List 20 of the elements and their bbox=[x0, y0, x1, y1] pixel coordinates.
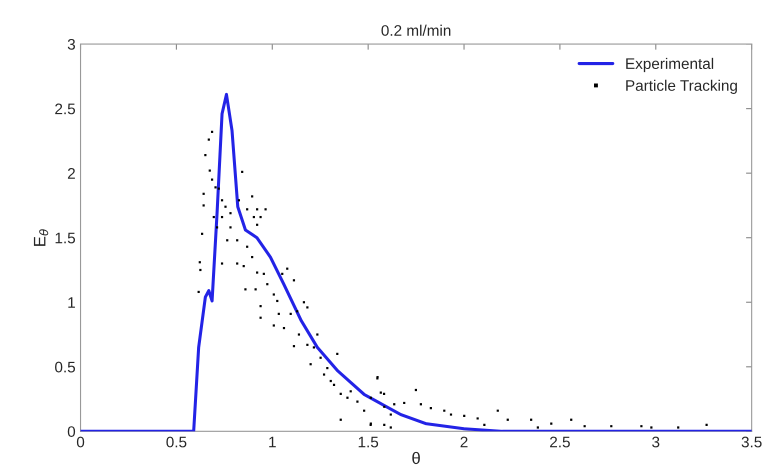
x-tick-label: 0.5 bbox=[166, 436, 186, 448]
y-tick-label: 1 bbox=[68, 297, 75, 308]
x-tick-label: 2.5 bbox=[550, 436, 570, 448]
x-tick-label: 3.5 bbox=[742, 436, 762, 448]
y-tick-label: 2.5 bbox=[55, 103, 76, 114]
y-tick-label: 3 bbox=[68, 38, 76, 50]
y-tick-label: 0 bbox=[68, 426, 76, 438]
x-tick-label: 0 bbox=[76, 436, 84, 448]
legend-label: Particle Tracking bbox=[626, 80, 737, 94]
legend-label: Experimental bbox=[626, 58, 714, 72]
y-axis-title: E$_{θ}$ bbox=[34, 229, 48, 246]
x-tick-label: 1.5 bbox=[358, 436, 378, 448]
y-tick-label: 1.5 bbox=[56, 232, 76, 244]
x-tick-label: 3 bbox=[652, 436, 660, 448]
chart-title: 0.2 ml/min bbox=[381, 24, 450, 36]
x-axis-title: θ bbox=[412, 452, 420, 464]
y-tick-label: 2 bbox=[68, 168, 75, 179]
x-tick-label: 1 bbox=[269, 436, 276, 448]
x-tick-label: 2 bbox=[460, 436, 468, 448]
y-tick-label: 0.5 bbox=[55, 362, 76, 372]
